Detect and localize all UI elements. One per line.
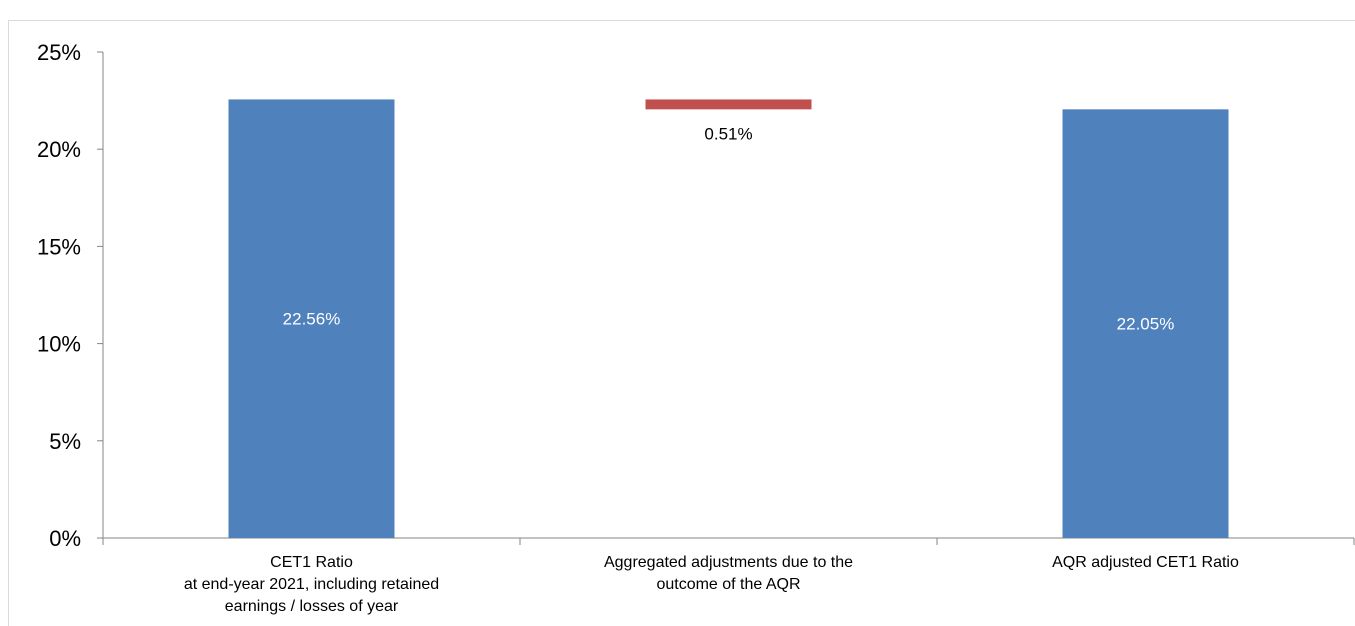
bar — [645, 99, 812, 110]
data-label: 22.56% — [283, 310, 341, 329]
y-tick-label: 20% — [37, 137, 81, 162]
x-category-label: earnings / losses of year — [225, 598, 399, 615]
chart-frame — [8, 20, 1355, 626]
y-tick-label: 15% — [37, 234, 81, 259]
x-category-label: at end-year 2021, including retained — [184, 576, 439, 593]
y-tick-label: 0% — [49, 526, 81, 551]
x-category-label: CET1 Ratio — [270, 554, 353, 571]
y-tick-label: 10% — [37, 332, 81, 357]
x-category-label: outcome of the AQR — [656, 576, 800, 593]
data-label: 0.51% — [704, 124, 752, 143]
y-tick-label: 25% — [37, 40, 81, 65]
data-label: 22.05% — [1117, 315, 1175, 334]
y-tick-label: 5% — [49, 429, 81, 454]
bar — [228, 99, 395, 539]
bar — [1062, 109, 1229, 539]
x-category-label: Aggregated adjustments due to the — [604, 554, 853, 571]
x-category-label: AQR adjusted CET1 Ratio — [1052, 554, 1239, 571]
